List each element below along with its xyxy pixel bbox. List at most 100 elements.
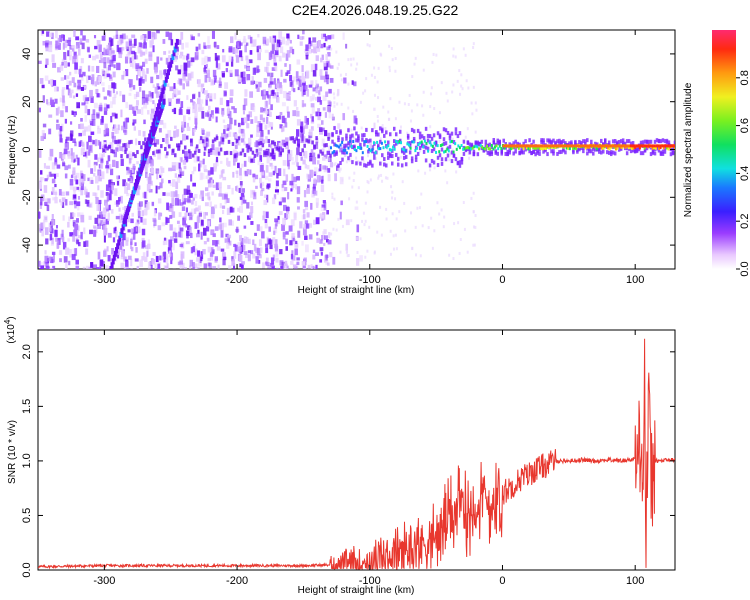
- snr-x-ticks: -300 -200 -100 0 100: [93, 330, 644, 587]
- spectrogram-band-cell: [392, 144, 396, 149]
- spectrogram-noise-cell: [82, 130, 86, 136]
- spectrogram-noise-cell: [102, 209, 107, 218]
- spectrogram-noise-cell: [259, 177, 262, 184]
- spectrogram-noise-cell: [159, 70, 162, 76]
- spectrogram-noise-cell: [292, 110, 297, 117]
- spectrogram-noise-cell: [105, 184, 110, 192]
- spectrogram-noise-cell: [233, 251, 237, 259]
- spectrogram-noise-cell: [144, 97, 148, 103]
- spectrogram-noise-cell: [220, 132, 225, 137]
- spectrogram-noise-cell: [198, 138, 202, 144]
- spectrogram-core-line: [551, 144, 554, 148]
- spectrogram-noise-cell: [430, 86, 433, 90]
- spectrogram-noise-cell: [97, 218, 101, 224]
- spectrogram-noise-cell: [180, 64, 183, 73]
- spectrogram-noise-cell: [268, 178, 272, 182]
- spectrogram-band-cell: [554, 142, 557, 147]
- spectrogram-noise-cell: [96, 65, 100, 73]
- spectrogram-noise-cell: [114, 113, 118, 119]
- spectrogram-noise-cell: [294, 243, 299, 248]
- spectrogram-noise-cell: [49, 256, 53, 264]
- spectrogram-noise-cell: [286, 92, 290, 101]
- spectrogram-noise-cell: [148, 173, 152, 180]
- spectrogram-core-cell: [431, 144, 434, 148]
- spectrogram-core-cell: [361, 151, 364, 155]
- spectrogram-band-cell: [136, 150, 139, 155]
- spectrogram-noise-cell: [206, 93, 210, 99]
- spectrogram-noise-cell: [189, 211, 192, 217]
- spectrogram-core-line: [607, 144, 609, 148]
- spectrogram-band-cell: [580, 146, 583, 151]
- spectrogram-noise-cell: [325, 74, 330, 80]
- spectrogram-band-cell: [172, 148, 175, 153]
- spectrogram-noise-cell: [307, 42, 312, 50]
- spectrogram-band-cell: [142, 141, 145, 146]
- spectrogram-noise-cell: [101, 35, 106, 41]
- spectrogram-noise-cell: [93, 35, 97, 39]
- spectrogram-noise-cell: [303, 89, 306, 95]
- spectrogram-noise-cell: [201, 111, 205, 119]
- spectrogram-noise-cell: [394, 117, 397, 121]
- spectrogram-noise-cell: [242, 244, 246, 251]
- spectrogram-core-cell: [398, 139, 401, 143]
- spectrogram-noise-cell: [276, 267, 279, 269]
- spectrogram-noise-cell: [180, 251, 185, 259]
- spectrogram-noise-cell: [194, 52, 199, 60]
- spectrogram-noise-cell: [394, 56, 397, 60]
- spectrogram-noise-cell: [282, 197, 286, 203]
- spectrogram-noise-cell: [257, 160, 262, 166]
- spectrogram-noise-cell: [159, 120, 164, 125]
- spectrogram-noise-cell: [219, 97, 223, 105]
- spectrogram-core-line: [631, 144, 633, 148]
- spectrogram-noise-cell: [203, 165, 207, 170]
- spectrogram-core-line: [643, 144, 645, 148]
- spectrogram-noise-cell: [399, 125, 402, 129]
- spectrogram-noise-cell: [296, 176, 300, 181]
- spectrogram-noise-cell: [262, 36, 267, 44]
- spectrogram-band-cell: [669, 152, 673, 157]
- spectrogram-band-cell: [299, 152, 302, 157]
- spectrogram-noise-cell: [281, 102, 286, 107]
- spectrogram-noise-cell: [55, 123, 60, 130]
- spectrogram-noise-cell: [136, 265, 139, 269]
- spectrogram-noise-cell: [259, 138, 264, 142]
- spectrogram-noise-cell: [321, 33, 326, 40]
- spectrogram-band-cell: [140, 145, 143, 150]
- spectrogram-band-cell: [588, 149, 591, 154]
- spectrogram-noise-cell: [205, 175, 210, 179]
- spectrogram-noise-cell: [73, 200, 77, 205]
- spectrogram-core-cell: [423, 139, 426, 143]
- spectrogram-noise-cell: [136, 189, 140, 196]
- spectrogram-noise-cell: [150, 113, 153, 120]
- spectrogram-noise-cell: [259, 114, 263, 121]
- spectrogram-noise-cell: [89, 89, 93, 98]
- spectrogram-noise-cell: [348, 197, 351, 201]
- spectrogram-noise-cell: [164, 69, 167, 77]
- spectrogram-noise-cell: [247, 137, 252, 145]
- spectrogram-noise-cell: [132, 122, 135, 126]
- spectrogram-core-line: [663, 144, 665, 148]
- spectrogram-noise-cell: [159, 255, 162, 261]
- spectrogram-noise-cell: [246, 215, 251, 220]
- spectrogram-core-cell: [425, 141, 428, 145]
- spectrogram-noise-cell: [81, 102, 86, 106]
- spectrogram-band-cell: [546, 138, 549, 143]
- spectrogram-noise-cell: [67, 221, 70, 228]
- snr-plot-area: [38, 338, 675, 570]
- spectrogram-noise-cell: [88, 215, 92, 220]
- spectrogram-noise-cell: [310, 264, 313, 269]
- spectrogram-noise-cell: [71, 45, 75, 52]
- spectrogram-core-cell: [454, 142, 457, 146]
- spectrogram-core-line: [533, 144, 535, 148]
- spectrogram-core-line: [559, 144, 562, 148]
- spectrogram-noise-cell: [251, 103, 255, 107]
- spectrogram-noise-cell: [134, 242, 137, 247]
- spectrogram-noise-cell: [61, 229, 64, 237]
- spectrogram-band-cell: [195, 144, 199, 149]
- spectrogram-noise-cell: [274, 49, 279, 56]
- spectrogram-band-cell: [341, 150, 344, 155]
- spectrogram-band-cell: [277, 147, 281, 152]
- spectrogram-noise-cell: [279, 124, 283, 129]
- spectrogram-noise-cell: [280, 69, 283, 77]
- spectrogram-band-cell: [432, 133, 436, 138]
